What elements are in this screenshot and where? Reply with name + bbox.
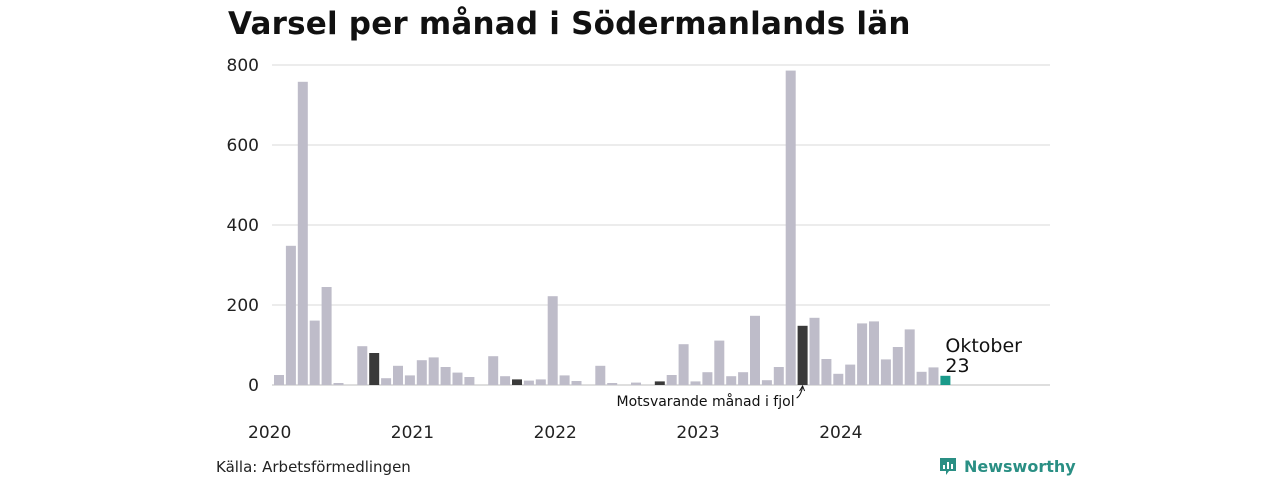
bar xyxy=(535,379,546,385)
bar xyxy=(571,381,582,385)
bar xyxy=(500,376,511,385)
bar xyxy=(785,70,796,385)
bar xyxy=(309,320,320,385)
bar xyxy=(595,365,606,385)
bar xyxy=(666,375,677,385)
x-year-label: 2021 xyxy=(391,423,434,443)
y-axis-ticks: 0 200 400 600 800 xyxy=(227,56,259,396)
bar xyxy=(523,380,534,385)
current-month-label: Oktober xyxy=(945,335,1022,357)
bar xyxy=(274,375,284,385)
bar xyxy=(880,359,891,385)
bar xyxy=(761,380,772,385)
brand-logo: Newsworthy xyxy=(938,456,1076,476)
bar xyxy=(631,382,641,385)
bar-same-month-last-year xyxy=(797,325,808,385)
bar xyxy=(559,375,570,385)
y-tick-label: 800 xyxy=(227,56,259,76)
bar xyxy=(928,367,939,385)
bar xyxy=(738,372,749,385)
bar xyxy=(381,378,392,385)
chart-title: Varsel per månad i Södermanlands län xyxy=(228,6,911,42)
bar xyxy=(750,315,760,385)
bar xyxy=(404,375,415,385)
annotation-arrow xyxy=(796,386,804,399)
x-year-label: 2022 xyxy=(534,423,577,443)
bar xyxy=(440,367,451,385)
y-tick-label: 600 xyxy=(227,136,259,156)
bar xyxy=(726,376,737,385)
bar xyxy=(702,372,713,385)
y-tick-label: 400 xyxy=(227,216,259,236)
bar xyxy=(607,383,618,385)
x-year-label: 2023 xyxy=(676,423,719,443)
bar xyxy=(488,356,499,385)
bars xyxy=(274,70,951,386)
chart-badge-icon xyxy=(940,458,956,475)
y-tick-label: 200 xyxy=(227,296,259,316)
bar-chart: 0 200 400 600 800 2020 2021 2022 2023 2024 Oktob… xyxy=(227,56,1050,443)
bar xyxy=(547,296,558,385)
y-tick-label: 0 xyxy=(248,376,259,396)
bar xyxy=(821,359,832,385)
bar xyxy=(393,365,403,385)
current-value-label: 23 xyxy=(945,355,969,377)
x-year-label: 2020 xyxy=(248,423,291,443)
bar xyxy=(773,367,784,385)
x-year-label: 2024 xyxy=(819,423,862,443)
bar-same-month-last-year xyxy=(654,381,665,385)
bar xyxy=(416,360,427,385)
bar xyxy=(357,346,368,385)
bar xyxy=(333,383,344,385)
bar xyxy=(869,321,879,385)
bar xyxy=(428,357,439,385)
source-note: Källa: Arbetsförmedlingen xyxy=(216,458,411,476)
bar xyxy=(297,81,308,386)
bar xyxy=(904,329,915,385)
bar xyxy=(285,245,296,385)
gridlines xyxy=(272,64,1050,386)
bar xyxy=(916,371,927,385)
bar xyxy=(452,372,463,385)
annotation-arrowhead xyxy=(799,384,806,392)
same-month-last-year-label: Motsvarande månad i fjol xyxy=(617,393,795,410)
bar xyxy=(714,340,725,385)
bar xyxy=(892,347,903,385)
bar xyxy=(464,377,475,385)
brand-name: Newsworthy xyxy=(964,456,1076,476)
bar xyxy=(678,344,689,385)
bar-same-month-last-year xyxy=(512,379,522,385)
bar xyxy=(690,381,701,385)
bar xyxy=(833,373,844,385)
bar-same-month-last-year xyxy=(369,353,380,385)
x-axis-year-labels: 2020 2021 2022 2023 2024 xyxy=(248,423,862,443)
bar xyxy=(845,364,856,385)
bar xyxy=(321,287,332,385)
bar xyxy=(809,317,820,385)
bar-current-month xyxy=(940,375,951,385)
bar xyxy=(857,323,868,385)
